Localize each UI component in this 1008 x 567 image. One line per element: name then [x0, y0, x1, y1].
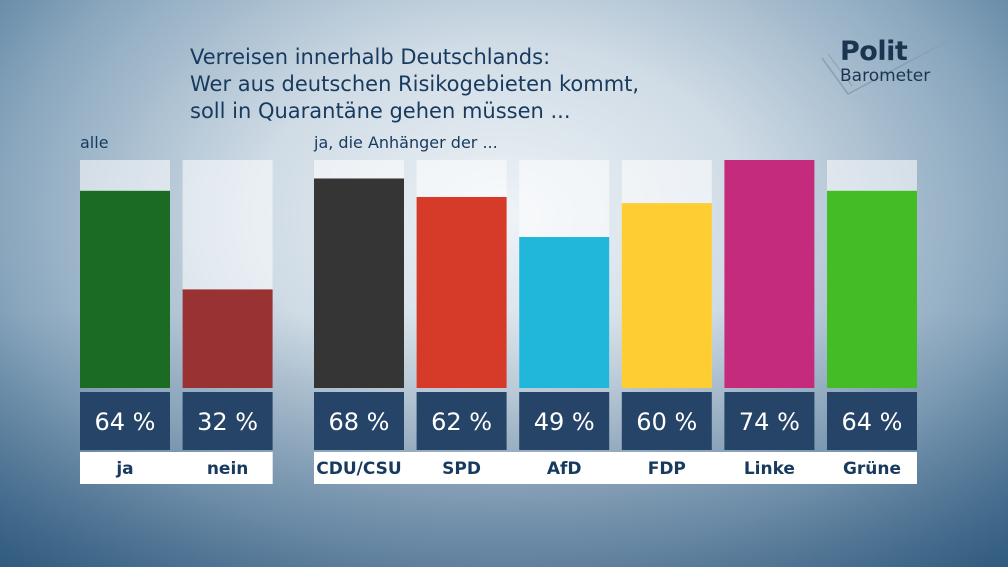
group-label-parties: ja, die Anhänger der ... — [314, 133, 498, 152]
bar-ja — [80, 190, 170, 388]
category-label-nein: nein — [207, 459, 249, 479]
category-box-fdp — [621, 452, 712, 484]
category-box-nein — [182, 452, 273, 484]
value-label-nein: 32 % — [197, 408, 258, 436]
value-label-spd: 62 % — [431, 408, 492, 436]
bar-linke — [724, 160, 815, 388]
value-label-linke: 74 % — [739, 408, 800, 436]
value-box-cdu-csu — [314, 392, 404, 450]
category-strip-1 — [314, 452, 917, 484]
value-box-fdp — [621, 392, 712, 450]
title-line-3: soll in Quarantäne gehen müssen ... — [190, 99, 571, 123]
bar-spd — [416, 196, 507, 388]
bar-grüne — [827, 190, 917, 388]
category-box-ja — [80, 452, 170, 484]
category-label-fdp: FDP — [648, 459, 686, 479]
value-label-cdu-csu: 68 % — [329, 408, 390, 436]
category-label-ja: ja — [115, 459, 133, 479]
category-box-afd — [519, 452, 610, 484]
logo-check-icon — [821, 41, 947, 95]
bar-fdp — [621, 203, 712, 388]
logo-text-barometer: Barometer — [840, 66, 931, 86]
value-box-nein — [182, 392, 273, 450]
value-box-spd — [416, 392, 507, 450]
value-box-grüne — [827, 392, 917, 450]
category-box-linke — [724, 452, 815, 484]
bar-afd — [519, 237, 610, 388]
politbarometer-logo: Polit Barometer — [818, 36, 958, 98]
value-box-afd — [519, 392, 610, 450]
category-label-grüne: Grüne — [843, 459, 901, 479]
value-box-linke — [724, 392, 815, 450]
value-label-ja: 64 % — [95, 408, 156, 436]
chart-title: Verreisen innerhalb Deutschlands: Wer au… — [190, 44, 790, 125]
category-box-spd — [416, 452, 507, 484]
category-label-spd: SPD — [442, 459, 481, 479]
category-box-cdu-csu — [314, 452, 404, 484]
logo-text-polit: Polit — [840, 36, 908, 67]
bar-cdu-csu — [314, 178, 404, 388]
bar-nein — [182, 289, 273, 388]
value-label-fdp: 60 % — [636, 408, 697, 436]
title-line-1: Verreisen innerhalb Deutschlands: — [190, 45, 551, 69]
category-label-linke: Linke — [744, 459, 795, 479]
title-line-2: Wer aus deutschen Risikogebieten kommt, — [190, 72, 640, 96]
value-box-ja — [80, 392, 170, 450]
group-label-all: alle — [80, 133, 109, 152]
category-label-afd: AfD — [547, 459, 582, 479]
category-label-cdu-csu: CDU/CSU — [316, 459, 401, 479]
category-box-grüne — [827, 452, 917, 484]
value-label-grüne: 64 % — [842, 408, 903, 436]
value-label-afd: 49 % — [534, 408, 595, 436]
